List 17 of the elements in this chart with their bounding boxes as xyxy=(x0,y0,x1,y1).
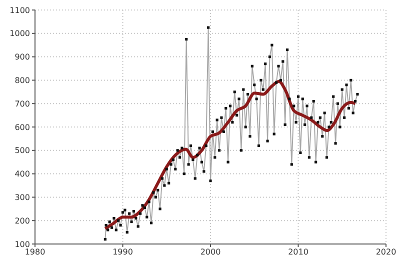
y-tick-label: 1000 xyxy=(10,29,30,38)
y-tick-label: 600 xyxy=(14,122,30,132)
x-tick-label: 1980 xyxy=(24,248,46,257)
x-tick-label: 2000 xyxy=(200,248,221,257)
y-tick-label: 300 xyxy=(14,193,30,202)
line-series xyxy=(104,80,357,230)
x-tick-label: 2020 xyxy=(376,248,396,257)
y-tick-label: 100 xyxy=(14,240,30,249)
y-tick-label: 900 xyxy=(14,52,30,62)
y-tick-label: 200 xyxy=(14,216,30,226)
y-tick-label: 1100 xyxy=(10,6,30,15)
x-tick-label: 1990 xyxy=(112,248,133,257)
y-tick-label: 400 xyxy=(14,170,30,179)
y-tick-label: 700 xyxy=(14,99,30,108)
y-tick-label: 800 xyxy=(14,76,30,86)
x-tick-label: 2010 xyxy=(288,248,308,257)
y-tick-label: 500 xyxy=(14,146,30,156)
